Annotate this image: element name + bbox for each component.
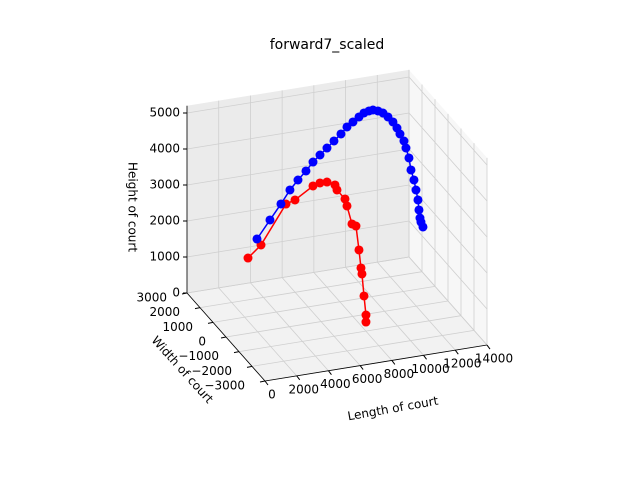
grid-line — [186, 76, 410, 114]
trajectory-point — [409, 175, 419, 185]
trajectory-point — [301, 166, 311, 176]
y-tick-label: −1000 — [178, 349, 219, 363]
z-tick-label: 3000 — [149, 178, 180, 192]
y-tick-label: −3000 — [204, 379, 245, 393]
x-tick-label: 14000 — [475, 352, 513, 366]
grid-line — [186, 220, 410, 258]
trajectory-point — [411, 185, 421, 195]
trajectory-point — [348, 117, 358, 127]
z-axis-label: Height of court — [126, 162, 140, 252]
trajectory-point — [322, 177, 332, 187]
z-tick-label: 1000 — [149, 250, 180, 264]
grid-line — [251, 329, 475, 367]
z-tick-label: 2000 — [149, 214, 180, 228]
trajectory-point — [351, 221, 361, 231]
trajectory-point — [285, 185, 295, 195]
grid-line — [408, 256, 488, 346]
trajectory-point — [357, 269, 367, 279]
trajectory-point — [418, 222, 428, 232]
trajectory-point — [308, 181, 318, 191]
grid-line — [186, 256, 410, 294]
y-tick-label: −2000 — [191, 364, 232, 378]
trajectory-point — [354, 245, 364, 255]
x-tick — [391, 360, 396, 365]
trajectory-point — [276, 199, 286, 209]
trajectory-point — [395, 129, 405, 139]
trajectory-point — [361, 317, 371, 327]
y-tick-label: 1000 — [162, 320, 193, 334]
x-tick-label: 0 — [268, 388, 276, 402]
x-tick — [296, 375, 301, 381]
trajectory-point — [290, 195, 300, 205]
z-tick-label: 5000 — [149, 106, 180, 120]
trajectory-point — [359, 291, 369, 301]
trajectory-point — [406, 165, 416, 175]
trajectory-point — [414, 205, 424, 215]
grid-line — [408, 112, 488, 202]
chart-title: forward7_scaled — [270, 37, 385, 53]
grid-line — [408, 76, 488, 166]
trajectory-point — [342, 201, 352, 211]
x-tick-label: 10000 — [411, 362, 449, 376]
x-axis-label: Length of court — [347, 394, 440, 424]
trajectory-point — [401, 143, 411, 153]
y-tick — [194, 307, 201, 310]
x-tick-label: 12000 — [443, 357, 481, 371]
grid-line — [186, 148, 410, 186]
trajectory-point — [322, 143, 332, 153]
grid-line — [408, 220, 488, 310]
x-tick — [423, 354, 427, 360]
trajectory-point — [308, 157, 318, 167]
x-tick-label: 4000 — [320, 377, 351, 391]
trajectory-point — [361, 310, 371, 320]
trajectory-point — [340, 194, 350, 204]
y-tick — [259, 380, 266, 383]
y-tick — [233, 351, 240, 354]
y-tick-label: 3000 — [136, 291, 167, 305]
trajectory-point — [293, 175, 303, 185]
grid-line — [408, 148, 488, 238]
grid-line — [199, 271, 423, 309]
trajectory-point — [413, 195, 423, 205]
y-tick — [220, 336, 227, 339]
x-tick — [454, 349, 459, 355]
trajectory-point — [332, 185, 342, 195]
x-tick-label: 2000 — [288, 382, 319, 396]
y-tick-label: 0 — [198, 335, 206, 349]
z-tick-label: 0 — [172, 286, 180, 300]
x-tick — [328, 370, 332, 376]
x-tick-label: 8000 — [384, 367, 415, 381]
x-axis-line — [264, 344, 488, 382]
y-tick — [246, 365, 253, 368]
grid-line — [212, 285, 436, 323]
trajectory-point — [399, 136, 409, 146]
trajectory-point — [329, 136, 339, 146]
grid-line — [225, 300, 449, 338]
trajectory-point — [265, 215, 275, 225]
grid-line — [238, 315, 462, 353]
trajectory-point — [243, 253, 253, 263]
trajectory-point — [315, 150, 325, 160]
trajectory-point — [252, 234, 262, 244]
y-tick-label: 2000 — [149, 305, 180, 319]
trajectory-point — [315, 178, 325, 188]
y-tick — [207, 321, 214, 324]
trajectory-point — [342, 122, 352, 132]
x-tick — [359, 365, 364, 370]
trajectory-point — [404, 153, 414, 163]
x-tick — [486, 344, 491, 350]
trajectory-point — [336, 129, 346, 139]
grid-line — [186, 112, 410, 150]
z-tick-label: 4000 — [149, 142, 180, 156]
x-tick-label: 6000 — [352, 372, 383, 386]
x-tick — [264, 380, 269, 386]
